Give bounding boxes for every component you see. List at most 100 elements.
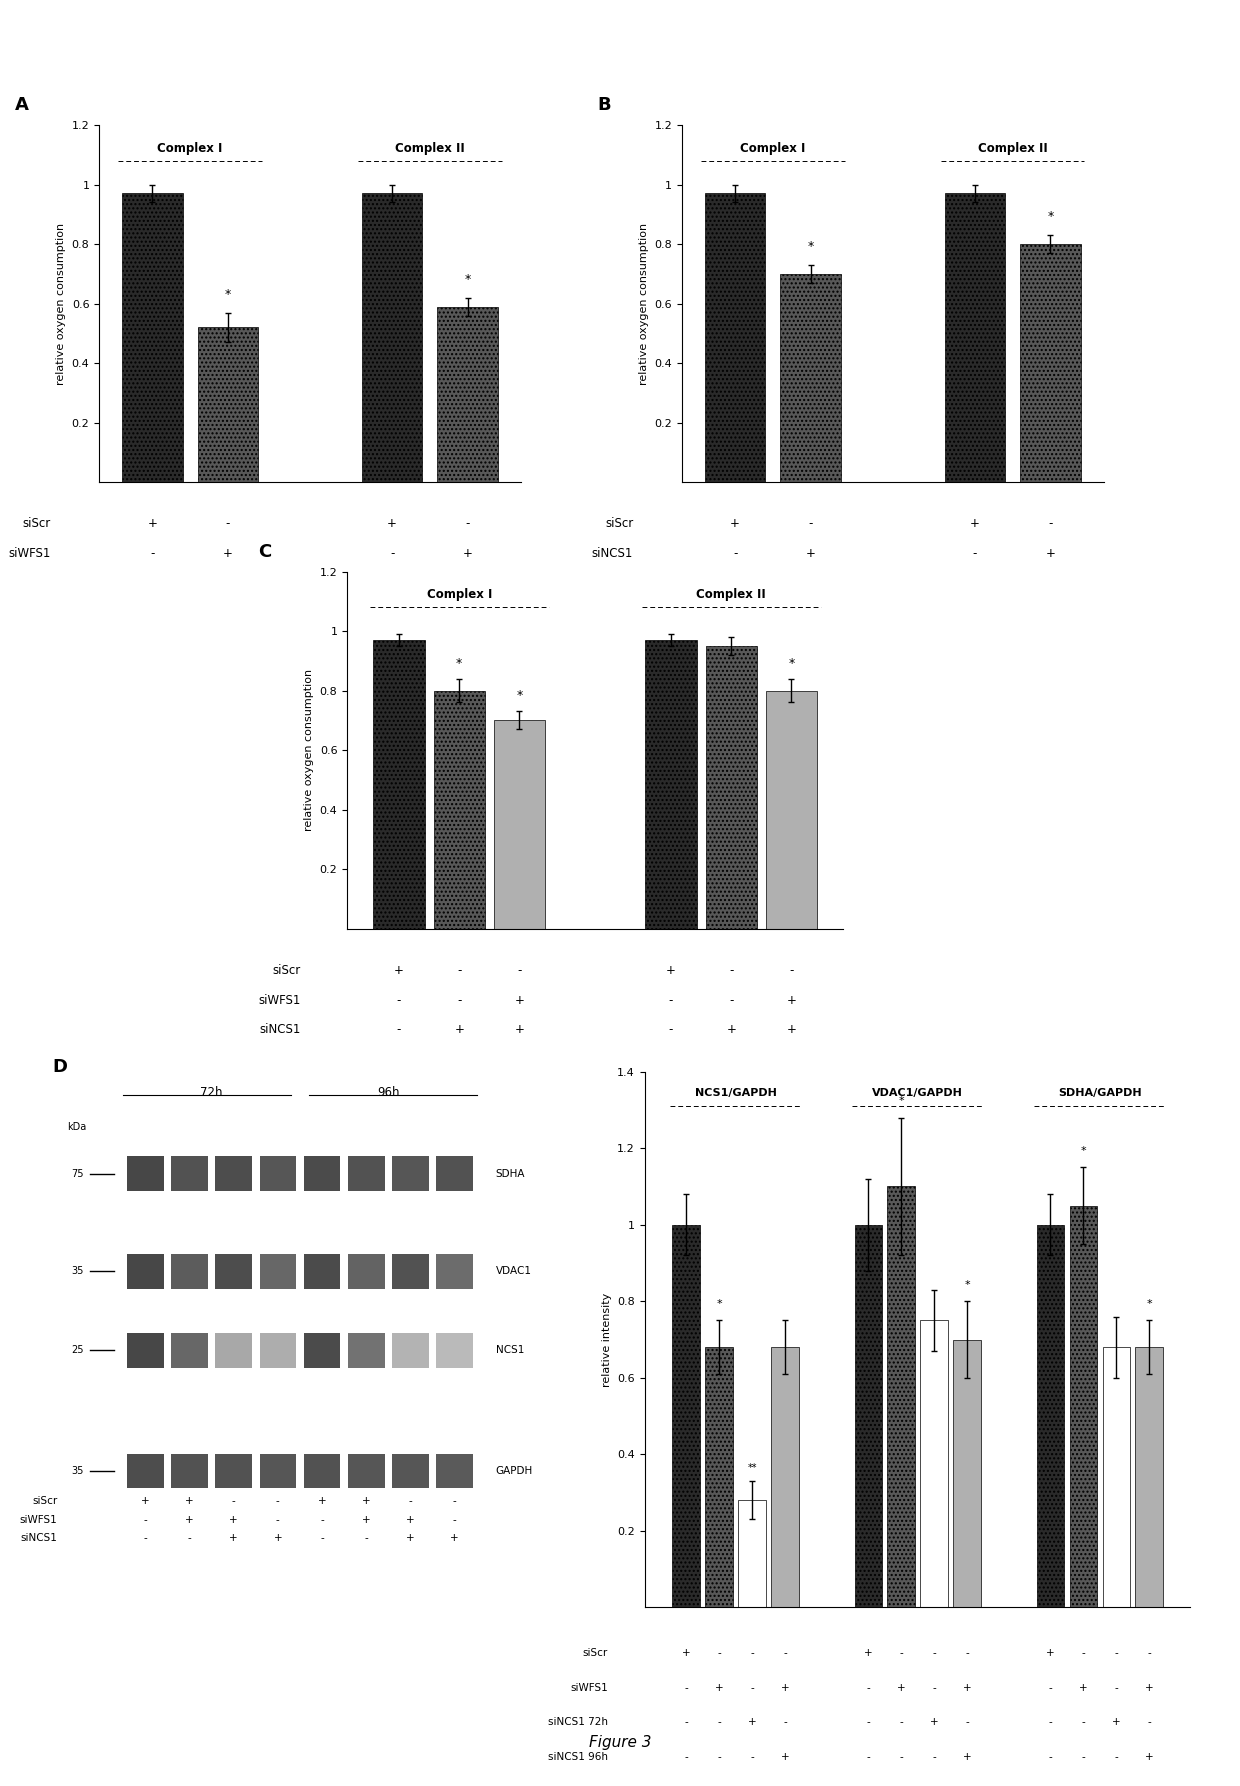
- Y-axis label: relative oxygen consumption: relative oxygen consumption: [639, 223, 649, 384]
- Text: -: -: [867, 1716, 870, 1727]
- Text: 72h: 72h: [201, 1086, 223, 1098]
- Bar: [392, 1332, 429, 1368]
- Text: +: +: [1045, 1648, 1054, 1659]
- Text: +: +: [864, 1648, 873, 1659]
- Text: Complex II: Complex II: [697, 588, 766, 602]
- Text: -: -: [144, 1534, 148, 1543]
- Text: +: +: [781, 1752, 790, 1761]
- Bar: [434, 691, 485, 929]
- Text: +: +: [463, 547, 472, 561]
- Bar: [126, 1156, 164, 1191]
- Text: -: -: [150, 547, 155, 561]
- Text: -: -: [965, 1716, 968, 1727]
- Text: +: +: [450, 1534, 459, 1543]
- Bar: [392, 1254, 429, 1289]
- Text: -: -: [1147, 1716, 1151, 1727]
- Text: -: -: [1115, 1682, 1118, 1693]
- Text: -: -: [932, 1682, 936, 1693]
- Text: +: +: [515, 993, 525, 1007]
- Text: siScr: siScr: [605, 518, 634, 530]
- Text: +: +: [148, 518, 157, 530]
- Text: siNCS1 72h: siNCS1 72h: [548, 1716, 608, 1727]
- Bar: [706, 647, 756, 929]
- Text: *: *: [1048, 211, 1054, 223]
- Text: -: -: [320, 1534, 324, 1543]
- Bar: [436, 1332, 472, 1368]
- Bar: [1021, 245, 1081, 482]
- Bar: [126, 1332, 164, 1368]
- Text: **: **: [748, 1463, 756, 1473]
- Text: -: -: [784, 1648, 787, 1659]
- Text: Complex II: Complex II: [978, 141, 1048, 155]
- Text: +: +: [748, 1716, 756, 1727]
- Text: siNCS1: siNCS1: [20, 1534, 57, 1543]
- Text: -: -: [1048, 1682, 1052, 1693]
- Text: B: B: [598, 96, 611, 114]
- Text: kDa: kDa: [67, 1122, 86, 1132]
- Text: -: -: [1048, 518, 1053, 530]
- Text: Figure 3: Figure 3: [589, 1736, 651, 1750]
- Bar: [954, 1340, 981, 1607]
- Text: -: -: [684, 1682, 688, 1693]
- Bar: [373, 639, 424, 929]
- Bar: [348, 1332, 384, 1368]
- Text: +: +: [970, 518, 980, 530]
- Text: +: +: [394, 964, 404, 977]
- Bar: [780, 273, 841, 482]
- Text: siWFS1: siWFS1: [7, 547, 51, 561]
- Bar: [197, 327, 258, 482]
- Text: siWFS1: siWFS1: [570, 1682, 608, 1693]
- Text: GAPDH: GAPDH: [496, 1466, 533, 1475]
- Bar: [216, 1254, 252, 1289]
- Bar: [392, 1454, 429, 1488]
- Text: +: +: [806, 547, 816, 561]
- Text: +: +: [1112, 1716, 1121, 1727]
- Text: +: +: [786, 993, 796, 1007]
- Text: Complex I: Complex I: [740, 141, 806, 155]
- Text: +: +: [274, 1534, 283, 1543]
- Text: siScr: siScr: [583, 1648, 608, 1659]
- Text: +: +: [730, 518, 740, 530]
- Text: +: +: [454, 1023, 464, 1036]
- Bar: [920, 1320, 947, 1607]
- Text: -: -: [729, 964, 733, 977]
- Text: -: -: [932, 1648, 936, 1659]
- Text: A: A: [15, 96, 29, 114]
- Text: -: -: [187, 1534, 191, 1543]
- Bar: [259, 1454, 296, 1488]
- Text: +: +: [727, 1023, 737, 1036]
- Text: -: -: [867, 1752, 870, 1761]
- Text: *: *: [456, 657, 463, 670]
- Text: -: -: [668, 993, 673, 1007]
- Text: -: -: [750, 1752, 754, 1761]
- Text: *: *: [1146, 1298, 1152, 1309]
- Y-axis label: relative oxygen consumption: relative oxygen consumption: [56, 223, 66, 384]
- Bar: [259, 1332, 296, 1368]
- Text: +: +: [1145, 1682, 1153, 1693]
- Text: NCS1/GAPDH: NCS1/GAPDH: [694, 1088, 776, 1098]
- Bar: [304, 1332, 340, 1368]
- Text: *: *: [1080, 1147, 1086, 1156]
- Text: +: +: [515, 1023, 525, 1036]
- Bar: [1037, 1225, 1064, 1607]
- Text: siNCS1: siNCS1: [591, 547, 634, 561]
- Text: 75: 75: [72, 1168, 84, 1179]
- Text: -: -: [1115, 1752, 1118, 1761]
- Bar: [216, 1156, 252, 1191]
- Text: -: -: [517, 964, 522, 977]
- Text: -: -: [1081, 1716, 1085, 1727]
- Text: -: -: [684, 1716, 688, 1727]
- Text: *: *: [465, 273, 471, 286]
- Bar: [392, 1156, 429, 1191]
- Text: siScr: siScr: [272, 964, 300, 977]
- Text: +: +: [786, 1023, 796, 1036]
- Text: +: +: [362, 1497, 371, 1506]
- Text: +: +: [405, 1515, 414, 1525]
- Text: *: *: [965, 1281, 970, 1289]
- Text: -: -: [1147, 1648, 1151, 1659]
- Text: +: +: [1045, 547, 1055, 561]
- Bar: [362, 193, 423, 482]
- Bar: [706, 1347, 733, 1607]
- Bar: [436, 1454, 472, 1488]
- Text: +: +: [141, 1497, 150, 1506]
